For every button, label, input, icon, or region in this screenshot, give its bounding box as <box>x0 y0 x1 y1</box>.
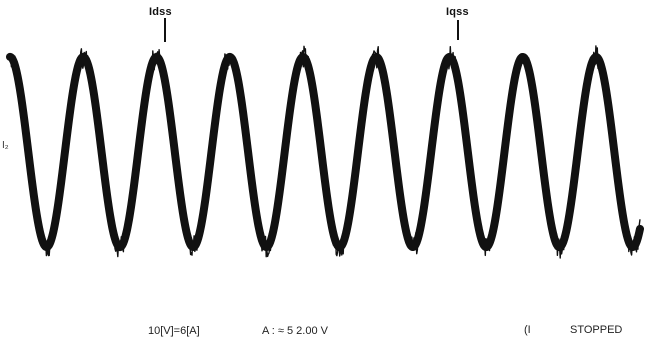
channel-readout: A : ≈ 5 2.00 V <box>262 325 328 337</box>
status-prefix: (I <box>524 324 531 336</box>
channel-side-label: I₂ <box>2 140 9 151</box>
acquisition-status: STOPPED <box>570 324 623 336</box>
marker-label-idss: Idss <box>149 6 172 18</box>
waveform-trace <box>6 52 644 252</box>
scale-readout: 10[V]=6[A] <box>148 325 200 337</box>
marker-label-iqss: Iqss <box>446 6 469 18</box>
